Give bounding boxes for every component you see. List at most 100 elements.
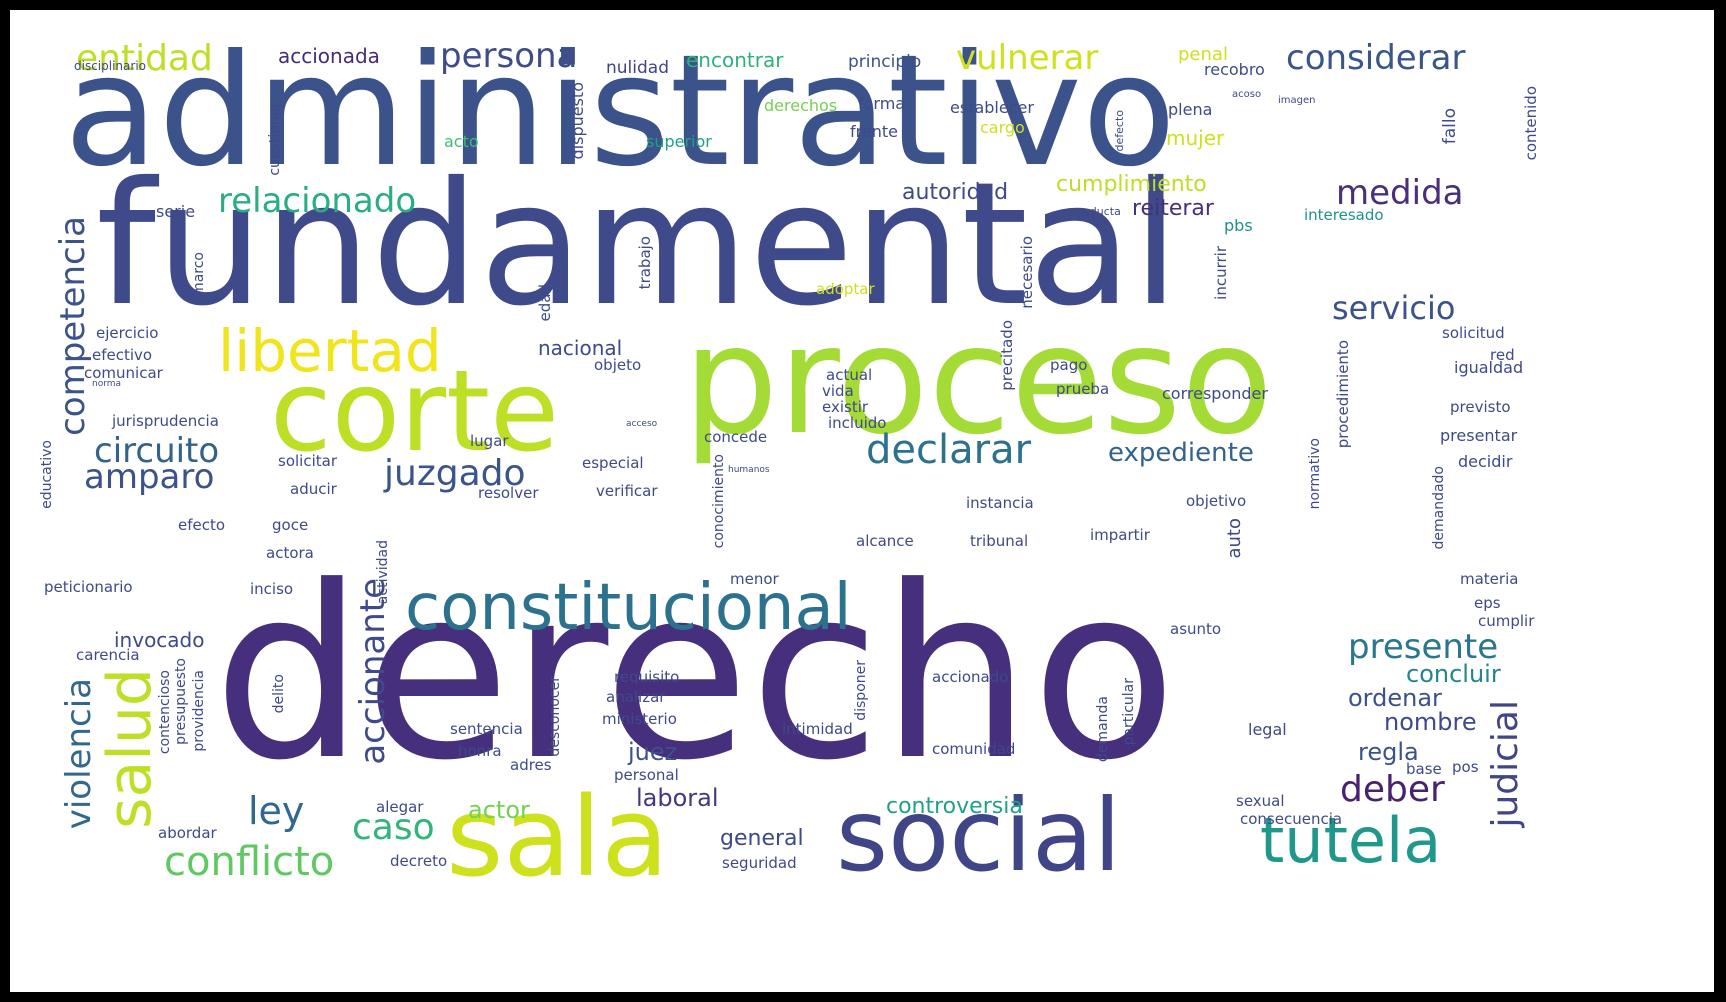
word-acto: acto — [444, 132, 479, 151]
word-honra: honra — [458, 742, 502, 760]
word-interesado: interesado — [1304, 206, 1384, 224]
word-recobro: recobro — [1204, 60, 1265, 79]
word-penal: penal — [1178, 44, 1228, 65]
word-base: base — [1406, 760, 1442, 778]
word-principio: principio — [848, 52, 922, 72]
word-auto: auto — [1224, 518, 1245, 559]
word-decidir: decidir — [1458, 452, 1513, 471]
word-vulnerar: vulnerar — [956, 38, 1099, 78]
word-plena: plena — [1168, 100, 1213, 119]
word-violencia: violencia — [59, 678, 99, 830]
word-marco: marco — [191, 252, 207, 296]
word-accionante: accionante — [353, 578, 393, 765]
word-controversia: controversia — [886, 794, 1023, 819]
word-cumplir: cumplir — [1478, 612, 1535, 630]
word-deber: deber — [1340, 769, 1445, 810]
word-inciso: inciso — [250, 580, 294, 598]
word-social: social — [836, 777, 1122, 894]
word-solicitar: solicitar — [278, 452, 337, 470]
word-especial: especial — [582, 454, 644, 472]
word-acoso: acoso — [1232, 89, 1262, 100]
word-providencia: providencia — [191, 670, 207, 752]
word-conocimiento: conocimiento — [711, 454, 727, 549]
word-disponer: disponer — [853, 660, 869, 721]
word-persona: persona — [440, 36, 578, 76]
word-derechos: derechos — [764, 96, 838, 115]
word-sala: sala — [446, 773, 669, 901]
word-norma: norma — [92, 379, 122, 389]
word-goce: goce — [272, 516, 309, 534]
word-frente: frente — [850, 122, 898, 141]
word-comunidad: comunidad — [932, 740, 1016, 758]
word-proceso: proceso — [683, 294, 1274, 468]
word-ordenar: ordenar — [1348, 684, 1442, 712]
word-actora: actora — [266, 544, 314, 562]
word-servicio: servicio — [1332, 289, 1456, 327]
word-abordar: abordar — [158, 824, 217, 842]
word-ejercicio: ejercicio — [96, 324, 159, 342]
word-corte: corte — [270, 347, 559, 477]
word-adres: adres — [510, 756, 552, 774]
word-precitado: precitado — [998, 320, 1016, 391]
word-existir: existir — [822, 398, 869, 416]
word-edad: edad — [536, 284, 554, 322]
word-normativo: normativo — [1307, 438, 1323, 510]
word-decreto: decreto — [390, 852, 448, 870]
word-competencia: competencia — [53, 216, 93, 436]
word-establecer: establecer — [950, 98, 1034, 117]
word-superior: superior — [646, 132, 712, 151]
word-instancia: instancia — [966, 494, 1034, 512]
word-expediente: expediente — [1108, 438, 1254, 468]
word-salud: salud — [95, 668, 165, 829]
word-acceso: acceso — [626, 419, 658, 429]
word-red: red — [1490, 346, 1515, 364]
word-necesario: necesario — [1018, 236, 1036, 309]
word-judicial: judicial — [1485, 700, 1526, 828]
word-derecho: derecho — [213, 536, 1177, 813]
word-menor: menor — [730, 570, 779, 588]
word-fallo: fallo — [1440, 108, 1460, 145]
word-medida: medida — [1336, 173, 1464, 213]
word-contenido: contenido — [1522, 86, 1540, 161]
word-tribunal: tribunal — [970, 532, 1029, 550]
word-serie: serie — [156, 202, 196, 221]
word-objetivo: objetivo — [1186, 492, 1247, 510]
word-tutela: tutela — [1260, 804, 1442, 877]
word-entidad: entidad — [76, 38, 213, 79]
word-aducir: aducir — [290, 480, 337, 498]
word-materia: materia — [1460, 570, 1519, 588]
word-comunicar: comunicar — [84, 364, 163, 382]
word-constitucional: constitucional — [405, 571, 852, 645]
word-defecto: defecto — [1113, 110, 1126, 152]
word-forma: forma — [858, 94, 906, 113]
word-adoptar: adoptar — [816, 280, 875, 298]
word-actor: actor — [468, 796, 530, 824]
word-amparo: amparo — [84, 457, 215, 497]
word-contencioso: contencioso — [157, 670, 173, 755]
word-libertad: libertad — [218, 317, 442, 385]
word-juzgado: juzgado — [384, 453, 526, 494]
word-sentencia: sentencia — [450, 720, 523, 738]
word-encontrar: encontrar — [686, 48, 784, 72]
word-invocado: invocado — [114, 628, 205, 652]
word-concluir: concluir — [1406, 660, 1501, 688]
word-prueba: prueba — [1056, 380, 1110, 398]
word-ministerio: ministerio — [602, 710, 677, 728]
word-cumplimiento: cumplimiento — [1056, 172, 1207, 197]
word-previsto: previsto — [1450, 398, 1511, 416]
word-peticionario: peticionario — [44, 578, 133, 596]
word-cloud-canvas: derecho administrativo fundamental proce… — [10, 10, 1714, 992]
word-regla: regla — [1358, 738, 1419, 766]
word-circuito: circuito — [94, 431, 220, 471]
word-caso: caso — [352, 807, 435, 848]
word-juez: juez — [628, 738, 678, 766]
word-corresponder: corresponder — [1162, 384, 1268, 403]
word-disciplinario: disciplinario — [74, 59, 146, 73]
word-accionado: accionado — [932, 668, 1009, 686]
word-alcance: alcance — [856, 532, 914, 550]
word-procedimiento: procedimiento — [1334, 340, 1352, 449]
word-desconocer: desconocer — [547, 676, 563, 757]
word-actual: actual — [826, 366, 873, 384]
word-presentar: presentar — [1440, 426, 1518, 445]
word-impartir: impartir — [1090, 526, 1150, 544]
